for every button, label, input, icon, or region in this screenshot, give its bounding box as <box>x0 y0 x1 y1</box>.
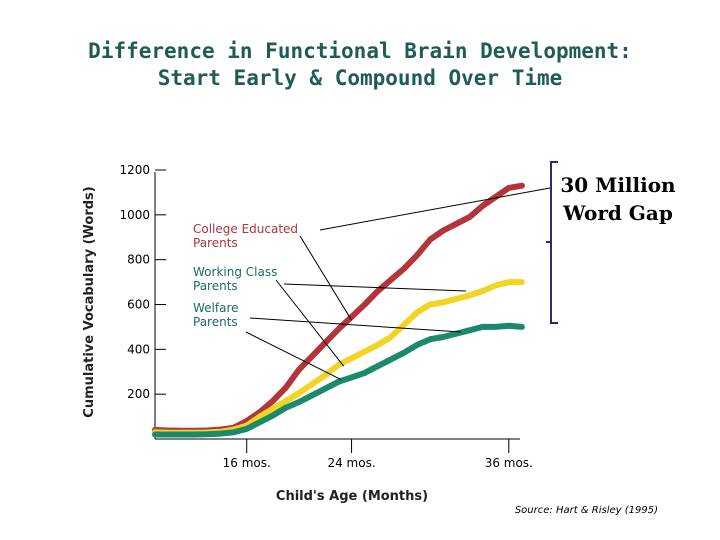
series-label-line: College Educated <box>193 222 298 236</box>
slide-title: Difference in Functional Brain Developme… <box>0 38 720 92</box>
series-label-line: Parents <box>193 279 238 293</box>
chart-text: 200 400 600 800 1000 1200 16 mos. 24 mos. 36 mos… <box>82 163 676 516</box>
series-label-line: Working Class <box>193 265 277 279</box>
y-axis-title: Cumulative Vocabulary (Words) <box>82 186 97 417</box>
y-tick-label: 400 <box>127 342 150 356</box>
series-label-1: College Educated Parents <box>193 222 298 250</box>
pointer-line <box>283 283 467 292</box>
source-note: Source: Hart & Risley (1995) <box>515 505 658 516</box>
series-lines <box>152 182 525 438</box>
series-line-3 <box>152 322 525 438</box>
series-label-line: Parents <box>193 236 238 250</box>
y-tick-label: 1200 <box>119 163 150 177</box>
gap-label-line-1: 30 Million <box>560 173 676 197</box>
y-tick-label: 200 <box>127 387 150 401</box>
series-label-line: Parents <box>193 315 238 329</box>
y-tick-label: 800 <box>127 253 150 267</box>
series-label-line: Welfare <box>193 301 239 315</box>
title-line-1: Difference in Functional Brain Developme… <box>88 39 632 63</box>
title-line-2: Start Early & Compound Over Time <box>157 66 563 90</box>
gap-bracket <box>546 161 558 324</box>
series-label-3: Welfare Parents <box>193 301 239 329</box>
y-tick-label: 1000 <box>119 208 150 222</box>
pointer-line <box>299 235 352 321</box>
pointer-line <box>245 331 342 381</box>
y-tick-label: 600 <box>127 298 150 312</box>
x-tick-label: 36 mos. <box>485 456 533 470</box>
gap-label-line-2: Word Gap <box>562 201 673 225</box>
x-axis-title: Child's Age (Months) <box>276 489 428 504</box>
x-tick-label: 24 mos. <box>327 456 375 470</box>
label-pointers <box>245 161 558 381</box>
x-tick-label: 16 mos. <box>223 456 271 470</box>
series-label-2: Working Class Parents <box>193 265 277 293</box>
pointer-line <box>319 187 551 231</box>
pointer-line <box>249 317 462 333</box>
axes <box>154 169 520 453</box>
pointer-line <box>275 279 345 367</box>
